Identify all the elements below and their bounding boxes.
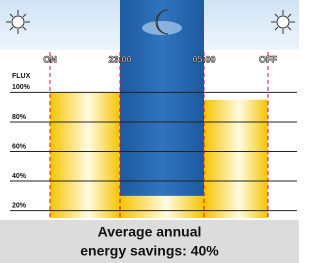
y-tick-label: 40% bbox=[12, 173, 27, 180]
chart: Average annual energy savings: 40% FLUX … bbox=[0, 0, 299, 263]
x-tick-label: OFF bbox=[259, 54, 277, 64]
y-tick-label: 60% bbox=[12, 143, 27, 150]
y-tick-label: 100% bbox=[12, 84, 31, 91]
y-axis-label: FLUX bbox=[12, 73, 31, 80]
y-tick-label: 20% bbox=[12, 202, 27, 209]
x-tick-label: 23:00 bbox=[108, 54, 131, 64]
caption: Average annual bbox=[98, 224, 202, 240]
bar bbox=[204, 100, 268, 218]
x-tick-label: ON bbox=[43, 54, 57, 64]
x-tick-label: 05:00 bbox=[192, 54, 215, 64]
y-tick-label: 80% bbox=[12, 114, 27, 121]
caption: energy savings: 40% bbox=[80, 243, 219, 259]
bar bbox=[120, 196, 204, 218]
bar bbox=[50, 92, 120, 218]
